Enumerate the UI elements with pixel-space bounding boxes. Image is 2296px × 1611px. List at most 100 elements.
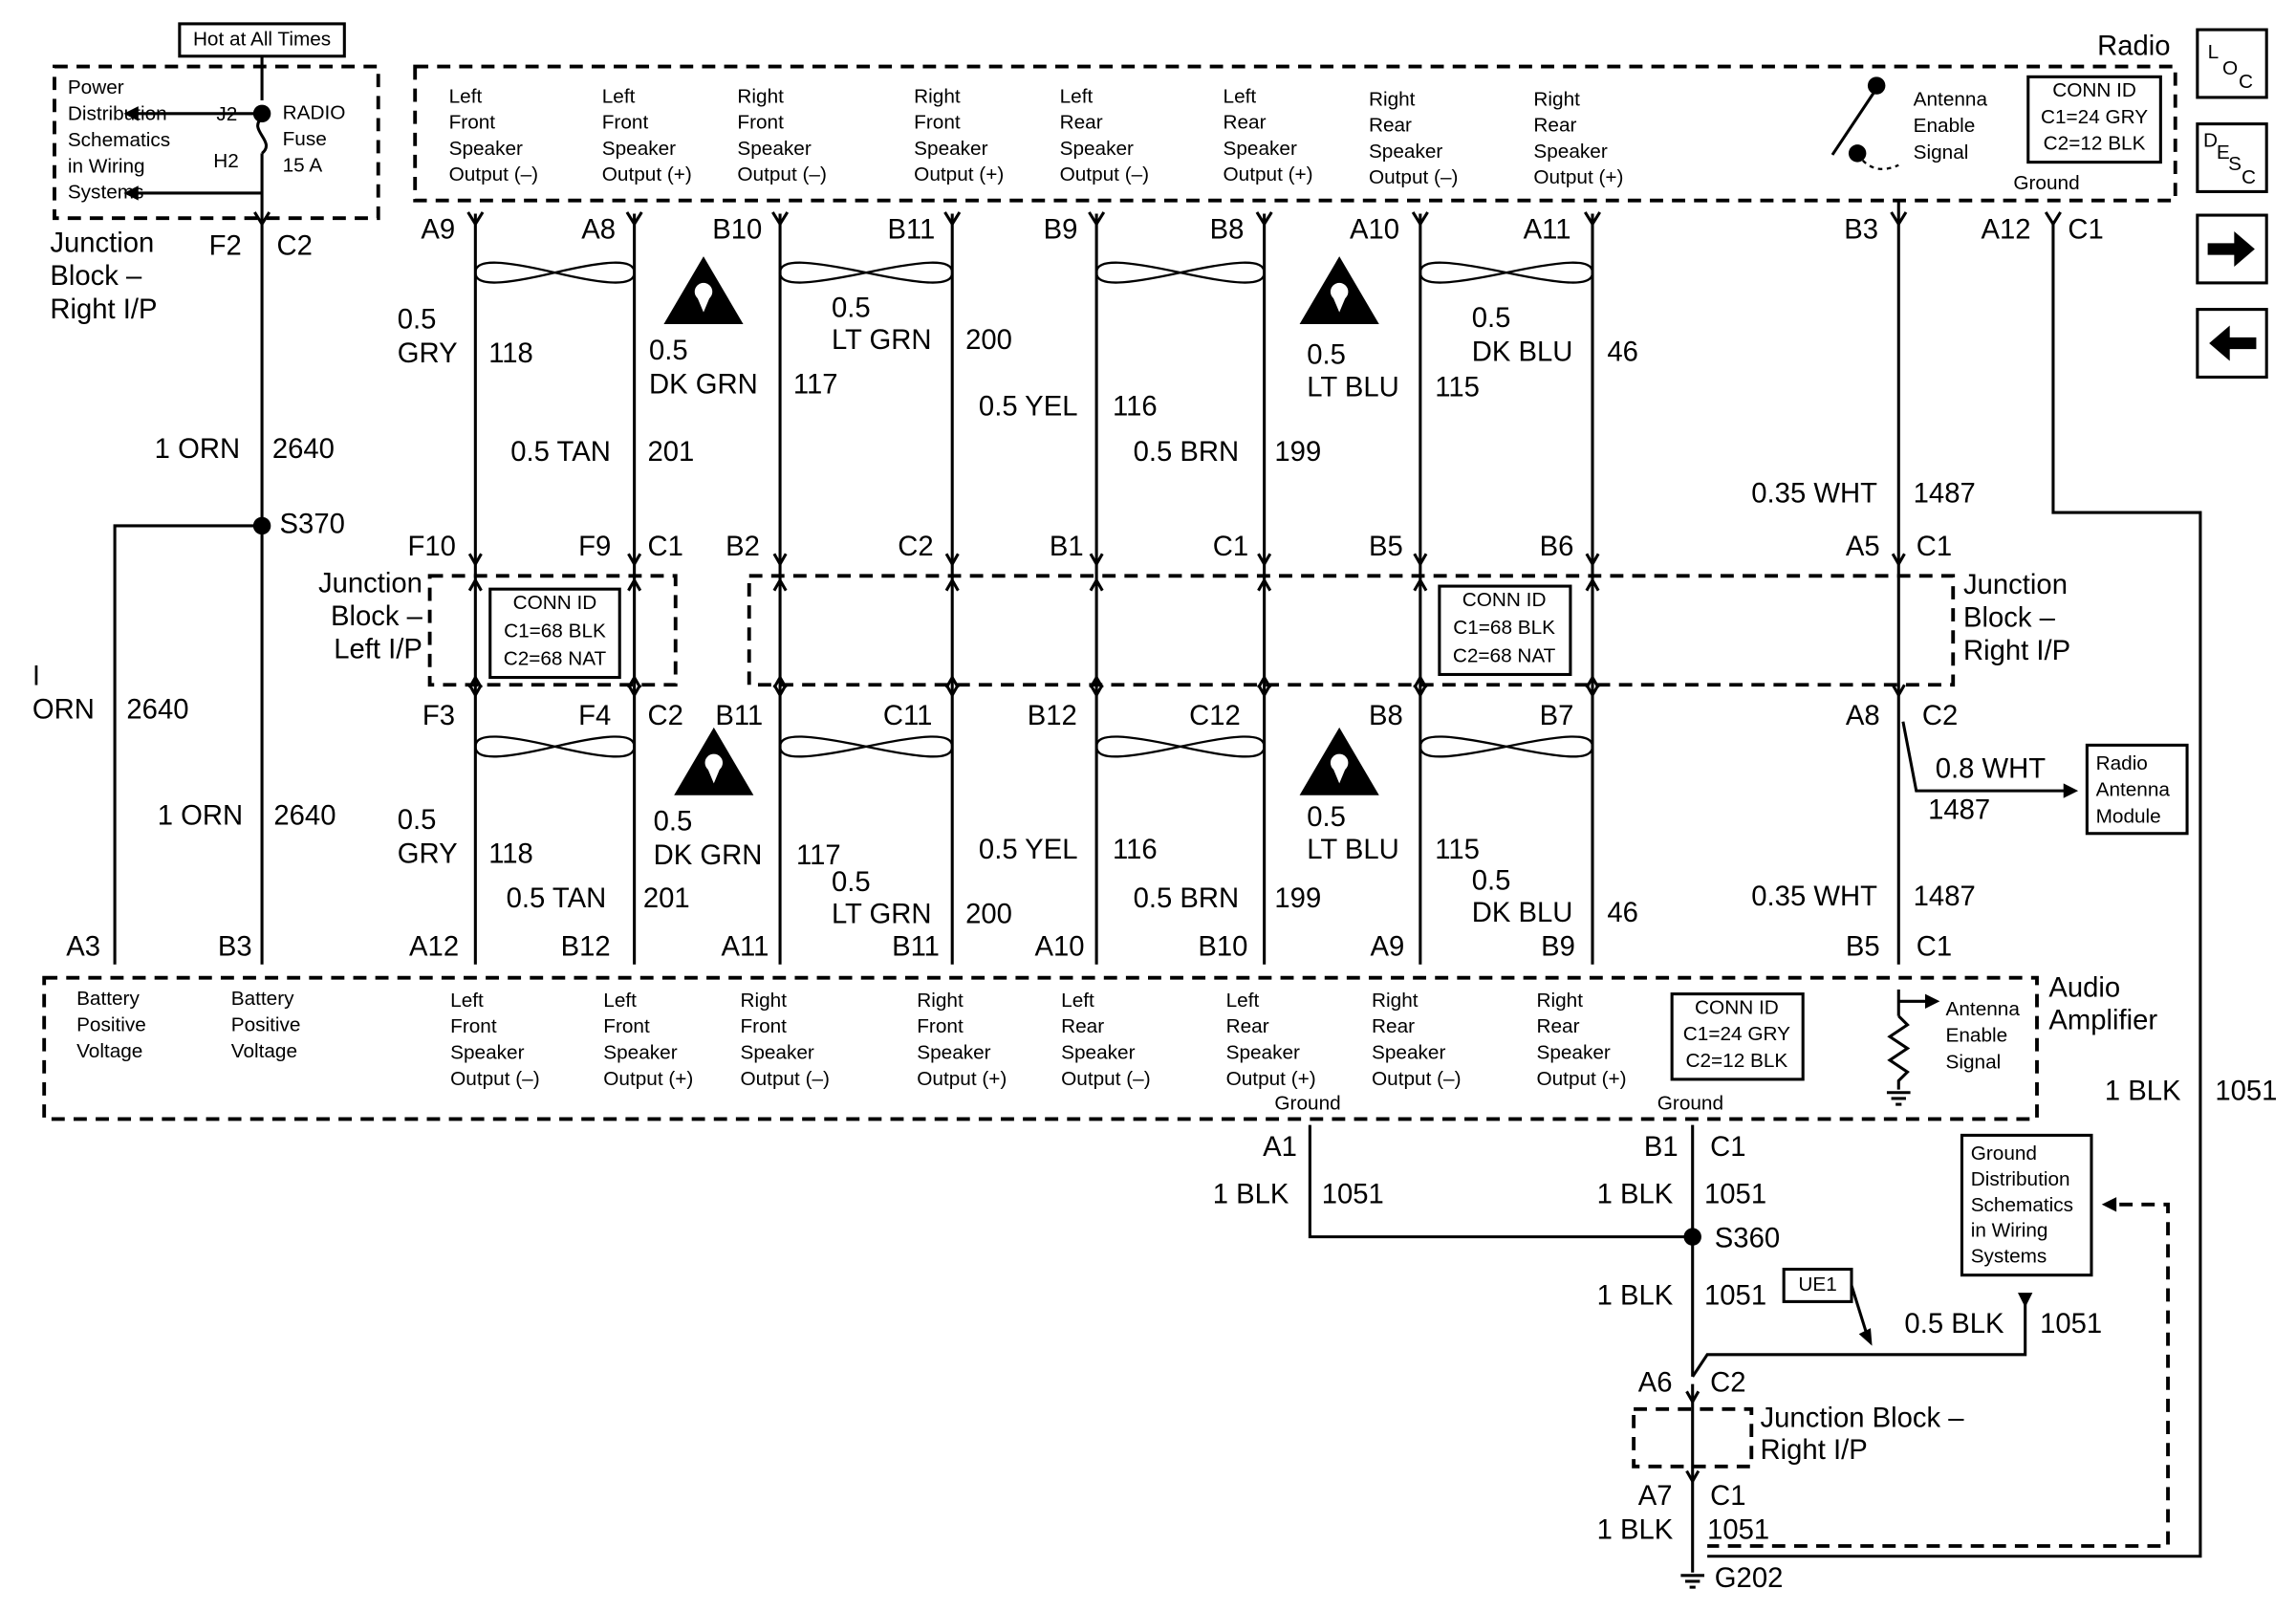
pins-amp-label: B11 bbox=[892, 932, 940, 963]
pins-amp-label: A9 bbox=[1371, 932, 1405, 963]
radio-title: Radio bbox=[2097, 31, 2170, 61]
pins-mid-label: C2 bbox=[898, 532, 933, 562]
amplifier-output-label: Left bbox=[603, 990, 637, 1012]
twisted-pair bbox=[778, 735, 954, 758]
radio-output-label: Speaker bbox=[602, 138, 676, 160]
radio-output-label: Right bbox=[914, 85, 961, 107]
desc-letter: D bbox=[2203, 130, 2218, 152]
wires-bottom-label: 0.5 bbox=[398, 805, 437, 836]
radio-output-label: Speaker bbox=[737, 138, 811, 160]
twisted-pair bbox=[1419, 735, 1594, 758]
desc-button[interactable] bbox=[2196, 122, 2268, 193]
ground-label: 1051 bbox=[2215, 1076, 2277, 1106]
amplifier-output-label: Output (–) bbox=[1061, 1068, 1151, 1090]
wire bbox=[1901, 721, 2067, 793]
ground-label: 1051 bbox=[1322, 1179, 1384, 1209]
wires-top-label: 0.35 WHT bbox=[1751, 478, 1877, 509]
ground-label: Ground bbox=[2013, 172, 2079, 194]
amplifier-output-label: Speaker bbox=[740, 1042, 813, 1064]
wires-top-label: 0.5 bbox=[832, 293, 871, 323]
radio-output-label: Output (–) bbox=[737, 163, 827, 185]
connector bbox=[1583, 211, 1602, 228]
pins-bottom-label: C11 bbox=[883, 701, 933, 731]
pins-mid-label: C1 bbox=[1213, 532, 1248, 562]
wires-top-label: 201 bbox=[647, 437, 694, 468]
connector bbox=[1585, 674, 1600, 689]
pins-top-label: A10 bbox=[1350, 215, 1399, 246]
splice bbox=[252, 516, 271, 535]
antenna-label: Signal bbox=[1946, 1051, 2002, 1073]
junction-block-label: Right I/P bbox=[50, 294, 157, 325]
conn-id-box bbox=[2026, 75, 2162, 164]
twisted-pair bbox=[474, 735, 636, 758]
warning-icon bbox=[696, 294, 711, 313]
amplifier-output-label: Output (–) bbox=[450, 1068, 539, 1090]
connector bbox=[467, 553, 483, 568]
wires-top-label: DK BLU bbox=[1472, 337, 1573, 368]
pins-top-label: B9 bbox=[1044, 215, 1078, 246]
junction-block-label: Right I/P bbox=[1761, 1435, 1868, 1466]
wires-bottom-label: LT BLU bbox=[1307, 835, 1398, 865]
wires-bottom-label: GRY bbox=[398, 839, 458, 870]
radio-output-label: Speaker bbox=[1369, 141, 1442, 163]
conn-id-text: C1=24 GRY bbox=[1683, 1023, 1790, 1045]
amplifier-output-label: Output (+) bbox=[917, 1068, 1007, 1090]
connector bbox=[1413, 684, 1428, 699]
connector bbox=[467, 577, 483, 592]
wires-top-label: 115 bbox=[1435, 372, 1480, 403]
radio-box bbox=[413, 64, 2177, 203]
connector bbox=[1585, 577, 1600, 592]
radio-output-label: Output (+) bbox=[602, 163, 692, 185]
ground-label: A1 bbox=[1263, 1132, 1297, 1163]
antenna-module-box bbox=[2085, 743, 2189, 836]
junction-block-label: Junction bbox=[318, 568, 422, 599]
loc-button[interactable] bbox=[2196, 28, 2268, 99]
arrow-right-icon bbox=[2207, 231, 2255, 267]
next-button[interactable] bbox=[2196, 213, 2268, 285]
prev-button[interactable] bbox=[2196, 308, 2268, 379]
pins-bottom-label: C12 bbox=[1189, 701, 1241, 731]
left-label: 2640 bbox=[273, 801, 336, 832]
amplifier-output-label: Speaker bbox=[1536, 1042, 1610, 1064]
connector bbox=[772, 553, 788, 568]
radio-output-label: Left bbox=[1224, 85, 1257, 107]
amplifier-output-label: Output (+) bbox=[1536, 1068, 1626, 1090]
left-label: S370 bbox=[280, 510, 345, 540]
connector bbox=[1411, 211, 1429, 228]
wires-bottom-label: 46 bbox=[1607, 898, 1638, 928]
amplifier-output-label: Front bbox=[740, 1015, 787, 1037]
switch-arc bbox=[1856, 152, 1899, 170]
wire bbox=[1707, 221, 2202, 1558]
wires-top-label: 46 bbox=[1607, 337, 1638, 368]
leader bbox=[1850, 1284, 1868, 1334]
connector bbox=[1257, 553, 1272, 568]
pins-amp-label: B9 bbox=[1541, 932, 1575, 963]
pins-mid-label: B6 bbox=[1540, 532, 1574, 562]
conn-id-text: CONN ID bbox=[513, 592, 597, 614]
pins-top-label: B3 bbox=[1844, 215, 1878, 246]
wires-bottom-label: 0.5 BRN bbox=[1134, 883, 1240, 914]
conn-id-text: C1=68 BLK bbox=[504, 620, 606, 642]
wires-bottom-label: 199 bbox=[1274, 883, 1321, 914]
amplifier-output-label: Speaker bbox=[450, 1042, 524, 1064]
connector bbox=[253, 211, 271, 228]
ground-label: B1 bbox=[1644, 1132, 1679, 1163]
connector bbox=[627, 577, 642, 592]
switch bbox=[1830, 87, 1878, 156]
antenna-label: Antenna bbox=[1946, 998, 2021, 1020]
amplifier-output-label: Output (+) bbox=[1226, 1068, 1316, 1090]
amplifier-output-label: Right bbox=[917, 990, 964, 1012]
wires-top-label: 199 bbox=[1274, 437, 1321, 468]
amplifier-output-label: Speaker bbox=[1061, 1042, 1135, 1064]
radio-output-label: Front bbox=[914, 112, 961, 134]
power-distribution-text: in Wiring bbox=[68, 155, 145, 177]
ue1-label: UE1 bbox=[1798, 1274, 1836, 1295]
pins-top-label: B10 bbox=[712, 215, 762, 246]
amplifier-box bbox=[42, 975, 2039, 1121]
radio-output-label: Right bbox=[1533, 88, 1580, 110]
pins-mid-label: B5 bbox=[1369, 532, 1403, 562]
ground-label: Ground bbox=[1657, 1093, 1723, 1115]
amplifier-output-label: Output (+) bbox=[603, 1068, 693, 1090]
amplifier-output-label: Left bbox=[1061, 990, 1094, 1012]
fuse bbox=[256, 117, 269, 155]
